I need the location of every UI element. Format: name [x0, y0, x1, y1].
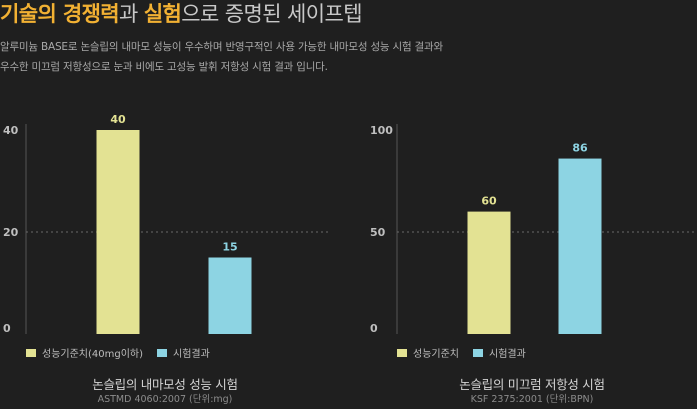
y-tick-label-wear-20: 20	[3, 226, 19, 239]
legend-label-standard: 성능기준치(40mg이하)	[42, 349, 144, 360]
legend-swatch-result	[157, 348, 168, 357]
description-line-2: 우수한 미끄럼 저항성으로 눈과 비에도 고성능 발휘 저항성 시험 결과 입니…	[0, 61, 328, 73]
headline-rest: 으로 증명된 세이프텝	[181, 2, 362, 26]
caption-wear-resistance: 논슬립의 내마모성 성능 시험 ASTMD 4060:2007 (단위:mg)	[0, 376, 330, 406]
legend-swatch-standard	[26, 348, 36, 357]
legend-item-standard: 성능기준치	[397, 345, 459, 360]
legend-label-result: 시험결과	[173, 349, 210, 360]
chart-subtitle-slip-resistance: KSF 2375:2001 (단위:BPN)	[470, 394, 594, 405]
value-label-slip-standard: 60	[481, 195, 497, 208]
headline-highlight-competitiveness: 기술의 경쟁력	[0, 2, 120, 26]
y-tick-label-slip-100: 100	[370, 124, 393, 137]
value-label-wear-result: 15	[222, 241, 237, 254]
slip-resistance-chart: 0 50 100 60 86	[370, 124, 697, 335]
wear-resistance-chart: 0 20 40 40 15	[3, 113, 330, 335]
y-tick-label-wear-0: 0	[3, 322, 11, 335]
legend-item-standard: 성능기준치(40mg이하)	[26, 345, 143, 360]
y-tick-label-slip-0: 0	[370, 322, 378, 335]
legend-item-result: 시험결과	[473, 345, 526, 360]
description-line-1: 알루미늄 BASE로 논슬립의 내마모 성능이 우수하며 반영구적인 사용 가능…	[0, 41, 443, 53]
y-tick-label-slip-50: 50	[370, 226, 386, 239]
legend-swatch-standard	[397, 348, 407, 357]
y-tick-label-wear-40: 40	[3, 124, 19, 137]
chart-panel-slip-resistance: 0 50 100 60 86 성능기준치 시험결과 논슬립의 미끄럼 저항성 시험 KS…	[367, 110, 697, 409]
legend-swatch-result	[473, 348, 483, 357]
legend-label-standard: 성능기준치	[413, 349, 459, 360]
bar-slip-standard	[467, 211, 511, 334]
headline-highlight-experiment: 실험	[143, 2, 182, 26]
legend-wear-resistance: 성능기준치(40mg이하) 시험결과	[26, 345, 224, 360]
legend-item-result: 시험결과	[157, 345, 210, 360]
chart-title-wear-resistance: 논슬립의 내마모성 성능 시험	[92, 377, 238, 392]
value-label-slip-result: 86	[572, 142, 588, 155]
description: 알루미늄 BASE로 논슬립의 내마모 성능이 우수하며 반영구적인 사용 가능…	[0, 37, 690, 77]
chart-subtitle-wear-resistance: ASTMD 4060:2007 (단위:mg)	[97, 394, 233, 405]
caption-slip-resistance: 논슬립의 미끄럼 저항성 시험 KSF 2375:2001 (단위:BPN)	[367, 376, 697, 406]
chart-title-slip-resistance: 논슬립의 미끄럼 저항성 시험	[459, 377, 605, 392]
page-headline: 기술의 경쟁력과 실험으로 증명된 세이프텝	[0, 0, 363, 28]
legend-label-result: 시험결과	[489, 349, 526, 360]
chart-panel-wear-resistance: 0 20 40 40 15 성능기준치(40mg이하) 시험결과 논슬립의 내마모성 성…	[0, 110, 330, 409]
bar-wear-result	[208, 257, 252, 334]
headline-connector: 과	[119, 2, 144, 26]
value-label-wear-standard: 40	[110, 113, 126, 126]
legend-slip-resistance: 성능기준치 시험결과	[397, 345, 540, 360]
bar-slip-result	[558, 158, 602, 334]
bar-wear-standard	[96, 130, 140, 334]
